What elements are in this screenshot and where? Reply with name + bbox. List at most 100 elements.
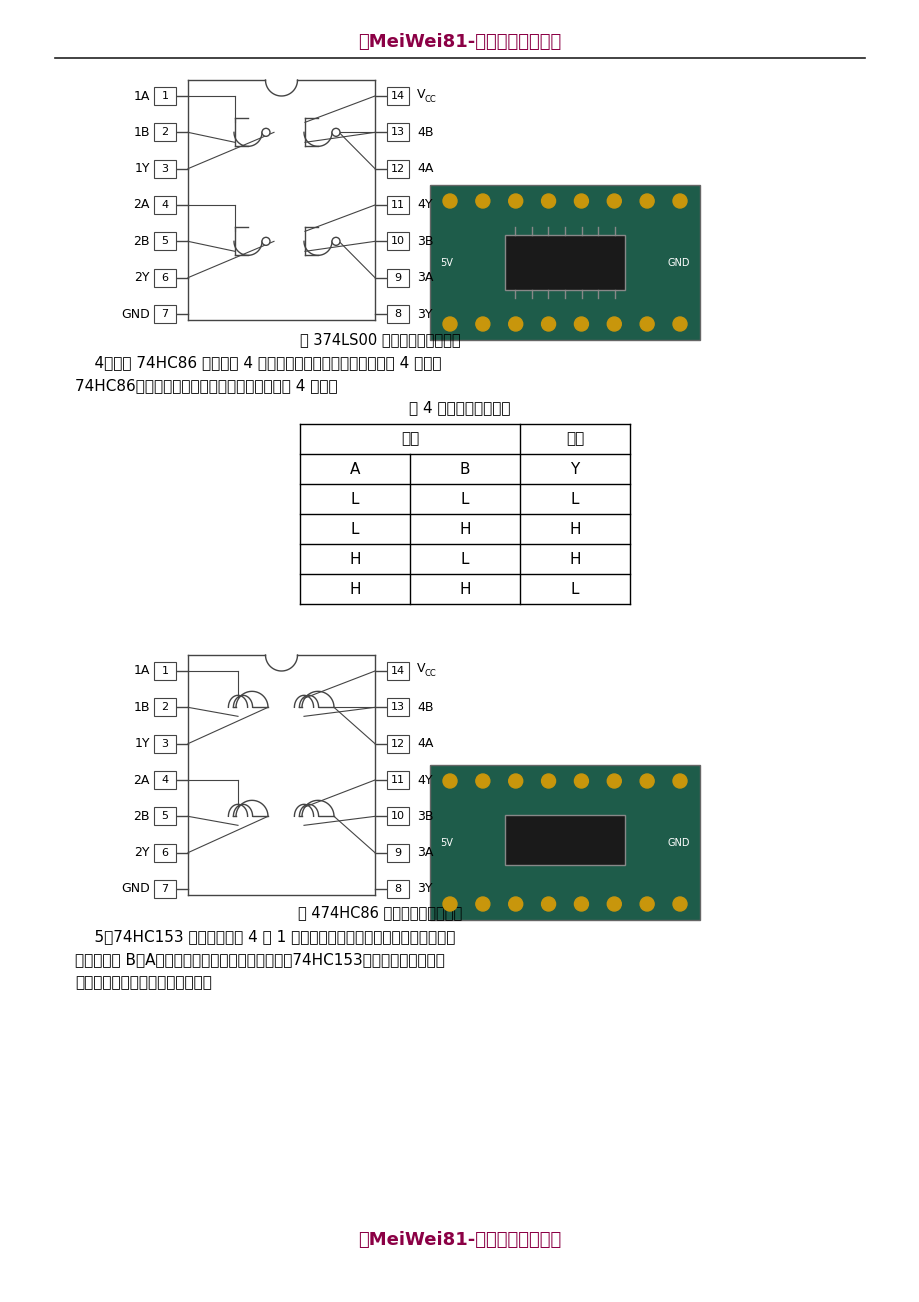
Text: H: H — [459, 522, 471, 536]
Text: 1A: 1A — [133, 90, 150, 103]
Text: 表 4 异或门的逻辑功能: 表 4 异或门的逻辑功能 — [409, 401, 510, 415]
Text: 1: 1 — [448, 319, 452, 328]
Circle shape — [573, 194, 588, 208]
Bar — [387, 160, 409, 177]
Text: GND: GND — [667, 837, 689, 848]
Text: 74HC86（异或门）的逻辑符号、引脚排列如图 4 所示。: 74HC86（异或门）的逻辑符号、引脚排列如图 4 所示。 — [75, 379, 337, 393]
Bar — [153, 880, 176, 898]
Text: 14: 14 — [391, 667, 404, 676]
Circle shape — [673, 897, 686, 911]
Text: 1: 1 — [448, 900, 452, 909]
Bar — [505, 815, 624, 865]
Circle shape — [640, 194, 653, 208]
Circle shape — [640, 316, 653, 331]
Text: 13: 13 — [478, 776, 487, 785]
Text: 8: 8 — [644, 776, 649, 785]
Text: 8: 8 — [677, 319, 682, 328]
Text: 4A: 4A — [416, 163, 433, 176]
Text: 14: 14 — [391, 91, 404, 102]
Text: 4Y: 4Y — [416, 773, 432, 786]
Text: 3: 3 — [162, 738, 168, 749]
Bar — [387, 734, 409, 753]
Circle shape — [640, 773, 653, 788]
Text: 5: 5 — [162, 237, 168, 246]
Circle shape — [541, 316, 555, 331]
Circle shape — [541, 773, 555, 788]
Bar — [153, 698, 176, 716]
Text: 13: 13 — [478, 197, 487, 206]
Text: 选择输入端 B、A，其它输入端和输出端是独立的。74HC153（数据选择器、多路: 选择输入端 B、A，其它输入端和输出端是独立的。74HC153（数据选择器、多路 — [75, 953, 445, 967]
Text: 1Y: 1Y — [134, 163, 150, 176]
Text: 4Y: 4Y — [416, 198, 432, 211]
Text: 2B: 2B — [133, 234, 150, 247]
Text: SN74LS00N: SN74LS00N — [546, 254, 583, 259]
Text: 8: 8 — [394, 884, 401, 894]
Text: H: H — [569, 522, 580, 536]
Text: 5: 5 — [578, 319, 584, 328]
Text: CC: CC — [425, 95, 437, 103]
Text: L: L — [460, 491, 469, 506]
Text: 3: 3 — [513, 319, 517, 328]
Circle shape — [607, 897, 620, 911]
Text: 图 374LS00 逻辑符号和引脚排列: 图 374LS00 逻辑符号和引脚排列 — [300, 332, 460, 348]
Text: GND: GND — [121, 883, 150, 896]
Circle shape — [443, 194, 457, 208]
Bar — [153, 232, 176, 250]
Text: 4B: 4B — [416, 126, 433, 139]
Bar — [387, 771, 409, 789]
Circle shape — [673, 316, 686, 331]
Text: 2B: 2B — [133, 810, 150, 823]
Text: 2Y: 2Y — [134, 846, 150, 859]
Text: 2: 2 — [161, 128, 168, 137]
Circle shape — [508, 897, 522, 911]
Text: 7: 7 — [644, 319, 649, 328]
Text: 8: 8 — [677, 900, 682, 909]
Text: H: H — [349, 552, 360, 566]
Text: 》MeiWei81-优质实用版文档》: 》MeiWei81-优质实用版文档》 — [358, 33, 561, 51]
Text: V: V — [416, 87, 425, 100]
Bar — [153, 807, 176, 825]
Circle shape — [673, 773, 686, 788]
Text: 5: 5 — [162, 811, 168, 822]
Text: 4: 4 — [546, 319, 550, 328]
Bar — [153, 771, 176, 789]
Circle shape — [475, 316, 489, 331]
Bar — [153, 844, 176, 862]
Circle shape — [475, 773, 489, 788]
Text: 3B: 3B — [416, 810, 433, 823]
Circle shape — [573, 773, 588, 788]
Text: H: H — [459, 582, 471, 596]
Text: 1B: 1B — [133, 126, 150, 139]
Text: 4: 4 — [161, 775, 168, 785]
Bar — [153, 160, 176, 177]
Text: 2Y: 2Y — [134, 271, 150, 284]
Text: B: B — [460, 461, 470, 477]
Circle shape — [541, 897, 555, 911]
Circle shape — [332, 237, 340, 245]
Text: 5．74HC153 芯片上有两个 4 选 1 数据选择器。两个数据选择器使用公共的: 5．74HC153 芯片上有两个 4 选 1 数据选择器。两个数据选择器使用公共… — [75, 930, 455, 944]
Text: 4011 65318: 4011 65318 — [546, 266, 583, 271]
Text: 6: 6 — [162, 272, 168, 283]
Text: 9: 9 — [394, 848, 401, 858]
Text: 图 474HC86 逻辑符号和引脚排列: 图 474HC86 逻辑符号和引脚排列 — [298, 905, 461, 921]
Text: 》MeiWei81-优质实用版文档》: 》MeiWei81-优质实用版文档》 — [358, 1230, 561, 1249]
Text: 输入: 输入 — [401, 431, 419, 447]
Text: 9: 9 — [394, 272, 401, 283]
Text: Y: Y — [570, 461, 579, 477]
Text: 11: 11 — [543, 776, 552, 785]
Text: L: L — [570, 491, 579, 506]
Text: 9: 9 — [611, 776, 616, 785]
Text: 14: 14 — [445, 776, 454, 785]
Text: 4B: 4B — [416, 700, 433, 713]
Text: L: L — [350, 491, 358, 506]
Text: 3: 3 — [513, 900, 517, 909]
Bar — [153, 87, 176, 105]
Text: 9: 9 — [611, 197, 616, 206]
Bar — [387, 87, 409, 105]
Text: 1: 1 — [162, 91, 168, 102]
Bar — [153, 661, 176, 680]
Bar — [429, 185, 699, 340]
Bar — [387, 844, 409, 862]
Text: 2A: 2A — [133, 198, 150, 211]
Text: 8: 8 — [394, 309, 401, 319]
